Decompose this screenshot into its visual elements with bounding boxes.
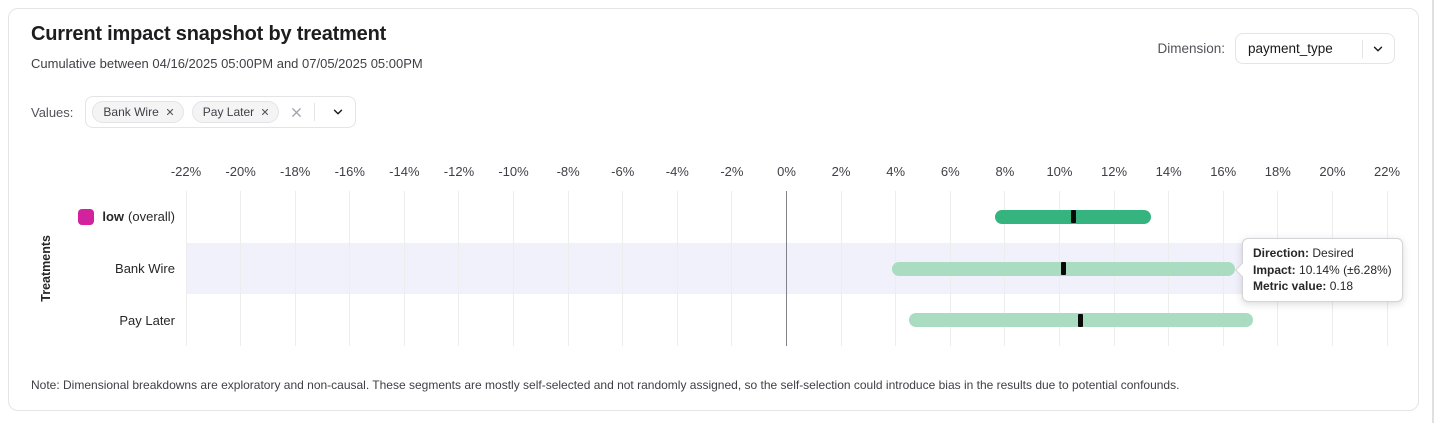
x-axis-tick: 4% (886, 164, 906, 179)
gridline (294, 191, 296, 346)
gridline (185, 191, 187, 346)
row-label-text: low (102, 209, 125, 225)
remove-chip-icon[interactable] (260, 107, 270, 117)
x-axis-tick: -10% (498, 164, 529, 179)
x-axis-tick: -2% (720, 164, 744, 179)
x-axis-tick: -18% (279, 164, 311, 179)
x-axis-tick: 0% (777, 164, 796, 179)
impact-chart: -22% -20% -18% -16% -14% -12% -10% -8% -6% -4% -2%… (9, 156, 1420, 351)
clear-values-icon[interactable] (289, 105, 304, 120)
dimension-label: Dimension: (1157, 41, 1225, 56)
value-chip-label: Bank Wire (103, 105, 159, 119)
gridline (349, 191, 351, 346)
dimension-value: payment_type (1248, 41, 1333, 56)
impact-point-tick (1078, 313, 1084, 327)
gridline (403, 191, 405, 346)
x-axis-tick: 6% (940, 164, 960, 179)
gridline (567, 191, 569, 346)
treatment-row-label: low (overall) (9, 191, 175, 243)
values-label: Values: (31, 104, 74, 120)
x-axis-tick: 18% (1264, 164, 1291, 179)
x-axis-tick: 16% (1210, 164, 1237, 179)
date-range-subtitle: Cumulative between 04/16/2025 05:00PM an… (31, 56, 423, 71)
zero-line (786, 191, 787, 346)
value-chip[interactable]: Bank Wire (92, 101, 184, 123)
impact-snapshot-card: Current impact snapshot by treatment Cum… (8, 8, 1419, 411)
x-axis-tick: -16% (334, 164, 365, 179)
select-divider (1362, 39, 1363, 58)
x-axis-tick: 8% (995, 164, 1015, 179)
chevron-down-icon[interactable] (331, 105, 345, 119)
x-axis-tick: -12% (443, 164, 475, 179)
row-label-note: (overall) (128, 209, 175, 225)
impact-point-tick (1060, 262, 1066, 275)
plot-area (173, 191, 1400, 346)
selected-value-chips: Bank Wire Pay Later (92, 101, 280, 123)
row-labels: low (overall) Bank Wire Pay Later (9, 191, 175, 346)
x-axis-tick: 20% (1319, 164, 1346, 179)
x-axis-tick: 2% (831, 164, 851, 179)
select-divider (314, 103, 316, 121)
x-axis: -22% -20% -18% -16% -14% -12% -10% -8% -6% -4% -2%… (170, 164, 1401, 180)
page-edge-divider (1432, 0, 1434, 423)
tooltip-impact-line: Impact: 10.14% (±6.28%) (1253, 262, 1392, 277)
tooltip-metric-line: Metric value: 0.18 (1253, 279, 1354, 293)
tooltip-direction-line: Direction: Desired (1253, 246, 1354, 260)
x-axis-tick: 12% (1101, 164, 1128, 179)
x-axis-tick: -8% (556, 164, 580, 179)
remove-chip-icon[interactable] (165, 107, 175, 117)
values-multiselect[interactable]: Bank Wire Pay Later (85, 96, 357, 128)
x-axis-tick: -22% (170, 164, 202, 179)
x-axis-tick: 14% (1155, 164, 1182, 179)
x-axis-tick: -4% (665, 164, 689, 179)
gridline (731, 191, 733, 346)
page-title: Current impact snapshot by treatment (31, 23, 387, 45)
x-axis-tick: 10% (1046, 164, 1073, 179)
treatment-row-label: Pay Later (9, 294, 175, 346)
gridline (840, 191, 842, 346)
x-axis-tick: 22% (1373, 164, 1401, 179)
gridline (513, 191, 515, 346)
legend-swatch (78, 208, 95, 225)
values-filter: Values: Bank Wire Pay Later (31, 96, 357, 128)
gridline (676, 191, 678, 346)
x-axis-tick: -6% (611, 164, 635, 179)
chevron-down-icon[interactable] (1371, 42, 1385, 56)
tooltip: Direction: Desired Impact: 10.14% (±6.28… (1234, 238, 1403, 302)
gridline (458, 191, 460, 346)
dimension-select[interactable]: payment_type (1235, 33, 1395, 64)
row-label-text: Bank Wire (115, 260, 175, 276)
treatment-row-label: Bank Wire (9, 243, 175, 295)
impact-point-tick (1070, 210, 1076, 224)
note-text: Note: Dimensional breakdowns are explora… (31, 378, 1180, 392)
gridline (622, 191, 624, 346)
x-axis-tick: -20% (225, 164, 256, 179)
row-label-text: Pay Later (119, 312, 175, 328)
gridline (240, 191, 242, 346)
dimension-control: Dimension: payment_type (1157, 33, 1395, 64)
value-chip[interactable]: Pay Later (191, 101, 280, 123)
x-axis-tick: -14% (389, 164, 420, 179)
value-chip-label: Pay Later (202, 105, 255, 119)
